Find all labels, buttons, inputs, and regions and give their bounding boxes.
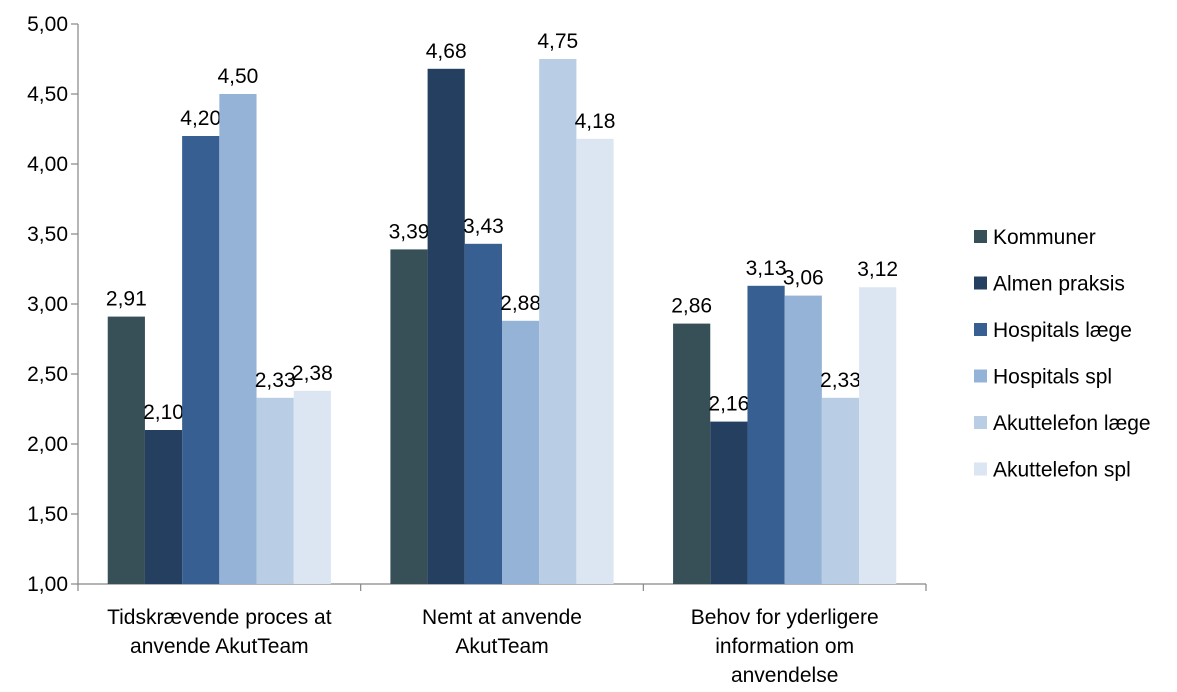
y-tick-label: 1,00 bbox=[27, 573, 68, 596]
x-category-label: anvende AkutTeam bbox=[130, 635, 309, 658]
legend-swatch bbox=[974, 323, 987, 336]
legend-swatch bbox=[974, 276, 987, 290]
data-label: 2,33 bbox=[820, 369, 861, 392]
y-tick-label: 4,50 bbox=[27, 83, 68, 106]
bar bbox=[144, 430, 183, 584]
bar bbox=[539, 59, 577, 584]
data-label: 3,13 bbox=[746, 257, 787, 280]
x-category-label: Nemt at anvende bbox=[422, 606, 582, 629]
data-label: 4,50 bbox=[217, 65, 258, 88]
data-label: 4,18 bbox=[575, 110, 616, 133]
data-label: 2,86 bbox=[671, 295, 712, 318]
legend-label: Almen praksis bbox=[993, 273, 1125, 296]
data-label: 2,38 bbox=[292, 362, 333, 385]
legend-label: Hospitals læge bbox=[993, 319, 1132, 342]
bar bbox=[464, 243, 502, 585]
bar bbox=[784, 295, 822, 584]
x-category-label: Behov for yderligere bbox=[691, 606, 879, 629]
legend-label: Hospitals spl bbox=[993, 366, 1112, 389]
legend-label: Kommuner bbox=[993, 226, 1096, 249]
legend-swatch bbox=[974, 230, 987, 243]
y-tick-label: 3,50 bbox=[27, 223, 68, 246]
bar bbox=[859, 287, 897, 584]
bar bbox=[427, 68, 465, 585]
data-label: 3,43 bbox=[463, 215, 504, 238]
x-category-label: Tidskrævende proces at bbox=[107, 606, 332, 629]
bar bbox=[710, 421, 748, 584]
legend-label: Akuttelefon læge bbox=[993, 412, 1151, 435]
bar bbox=[107, 316, 145, 584]
bar bbox=[747, 285, 785, 584]
legend-swatch bbox=[974, 369, 987, 383]
y-tick-label: 2,50 bbox=[27, 363, 68, 386]
legend-swatch bbox=[974, 416, 987, 429]
data-label: 2,10 bbox=[143, 401, 184, 424]
bar bbox=[219, 94, 257, 584]
data-label: 2,88 bbox=[500, 292, 541, 315]
y-tick-label: 2,00 bbox=[27, 433, 68, 456]
data-label: 4,68 bbox=[426, 40, 467, 63]
data-label: 2,91 bbox=[106, 288, 147, 311]
y-tick-label: 3,00 bbox=[27, 293, 68, 316]
data-label: 2,16 bbox=[708, 393, 749, 416]
data-label: 3,12 bbox=[857, 258, 898, 281]
bar bbox=[256, 397, 294, 584]
x-category-label: AkutTeam bbox=[455, 635, 548, 658]
data-label: 3,06 bbox=[783, 267, 824, 290]
bar bbox=[502, 320, 540, 584]
legend-swatch bbox=[974, 462, 987, 476]
data-label: 2,33 bbox=[255, 369, 296, 392]
y-tick-label: 4,00 bbox=[27, 153, 68, 176]
bar bbox=[182, 136, 220, 584]
data-label: 4,75 bbox=[537, 30, 578, 53]
bar bbox=[821, 397, 860, 584]
y-tick-label: 1,50 bbox=[27, 503, 68, 526]
bar bbox=[576, 138, 614, 585]
x-category-label: information om bbox=[715, 635, 854, 658]
x-category-label: anvendelse bbox=[731, 664, 838, 687]
bar bbox=[390, 249, 428, 584]
data-label: 3,39 bbox=[389, 220, 430, 243]
legend-label: Akuttelefon spl bbox=[993, 459, 1131, 482]
bar bbox=[293, 390, 331, 584]
bar bbox=[673, 323, 711, 584]
y-tick-label: 5,00 bbox=[27, 13, 68, 36]
data-label: 4,20 bbox=[180, 107, 221, 130]
